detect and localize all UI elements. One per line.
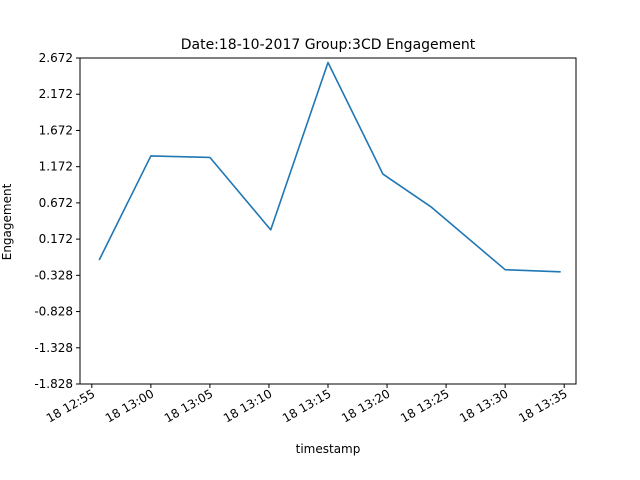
data-point bbox=[150, 155, 151, 156]
data-point bbox=[560, 271, 561, 272]
data-point bbox=[209, 157, 210, 158]
data-point bbox=[328, 62, 329, 63]
y-tick-label: 0.672 bbox=[39, 196, 73, 210]
axes-frame bbox=[79, 57, 577, 385]
y-tick-label: 1.172 bbox=[39, 160, 73, 174]
chart-title: Date:18-10-2017 Group:3CD Engagement bbox=[181, 37, 476, 53]
y-tick-label: -1.828 bbox=[34, 377, 73, 391]
y-axis-label: Engagement bbox=[0, 183, 14, 260]
y-tick-label: 2.172 bbox=[39, 87, 73, 101]
data-point bbox=[505, 269, 506, 270]
y-tick-label: -0.828 bbox=[34, 305, 73, 319]
y-tick-label: -1.328 bbox=[34, 341, 73, 355]
data-point bbox=[430, 206, 431, 207]
y-tick-label: 1.672 bbox=[39, 123, 73, 137]
x-axis-label: timestamp bbox=[296, 442, 361, 456]
y-tick-label: -0.328 bbox=[34, 268, 73, 282]
series-line bbox=[98, 61, 561, 273]
data-point bbox=[99, 259, 100, 260]
y-tick-label: 2.672 bbox=[39, 51, 73, 65]
y-tick-label: 0.172 bbox=[39, 232, 73, 246]
data-point bbox=[382, 174, 383, 175]
data-point bbox=[270, 229, 271, 230]
